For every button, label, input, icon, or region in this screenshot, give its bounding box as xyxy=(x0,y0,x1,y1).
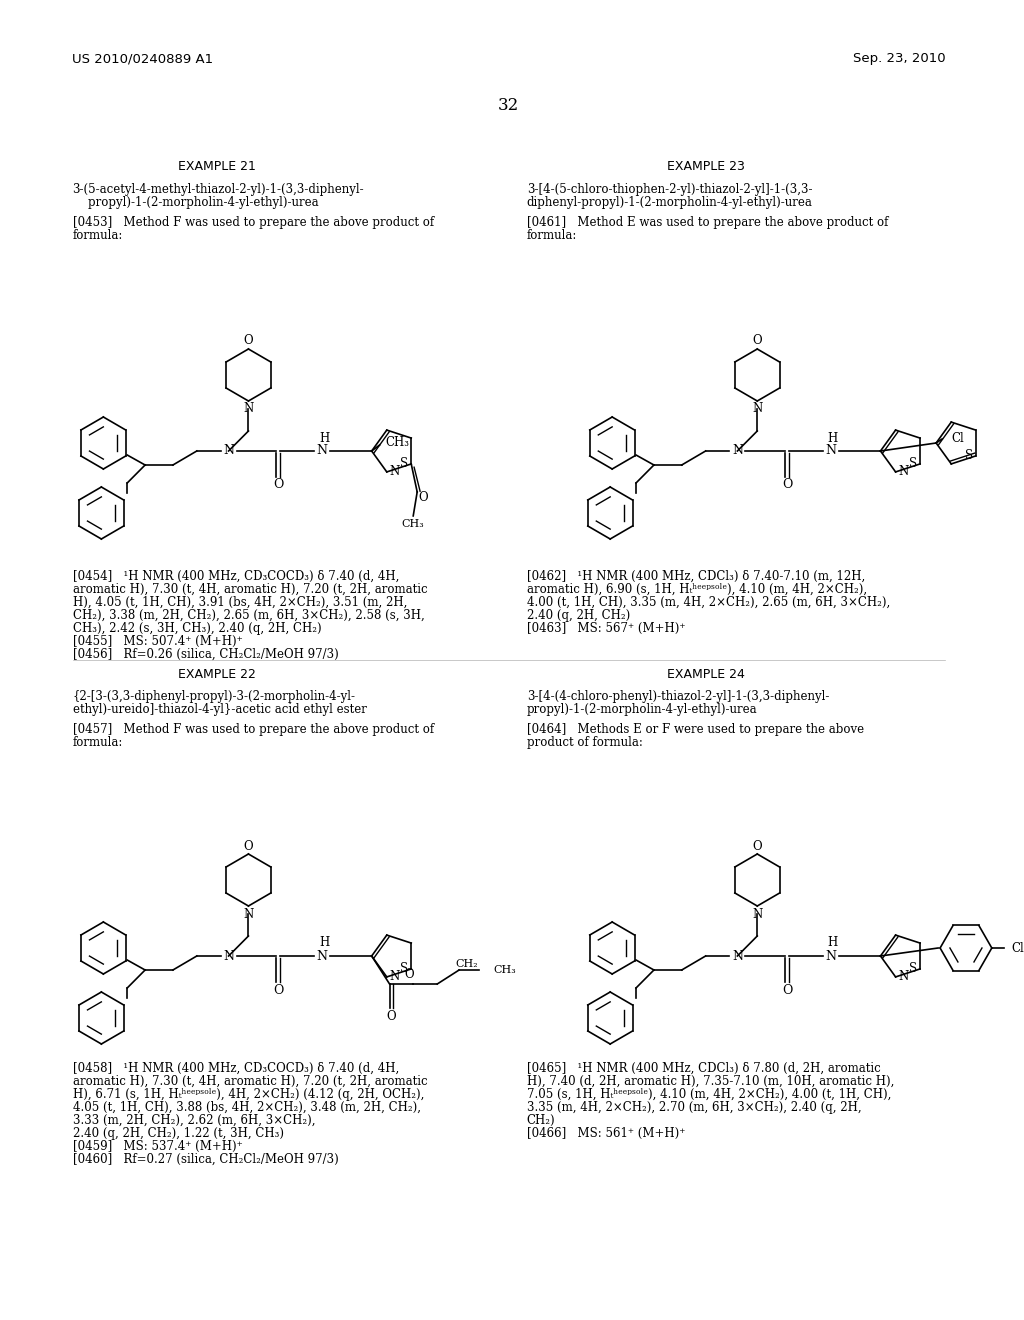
Text: formula:: formula: xyxy=(73,228,123,242)
Text: [0466]   MS: 561⁺ (M+H)⁺: [0466] MS: 561⁺ (M+H)⁺ xyxy=(526,1127,685,1140)
Text: propyl)-1-(2-morpholin-4-yl-ethyl)-urea: propyl)-1-(2-morpholin-4-yl-ethyl)-urea xyxy=(526,704,758,715)
Text: [0463]   MS: 567⁺ (M+H)⁺: [0463] MS: 567⁺ (M+H)⁺ xyxy=(526,622,685,635)
Text: CH₃: CH₃ xyxy=(385,437,410,450)
Text: O: O xyxy=(244,334,253,347)
Text: N: N xyxy=(898,970,908,983)
Text: aromatic H), 7.30 (t, 4H, aromatic H), 7.20 (t, 2H, aromatic: aromatic H), 7.30 (t, 4H, aromatic H), 7… xyxy=(73,1074,427,1088)
Text: 32: 32 xyxy=(499,96,519,114)
Text: [0465]   ¹H NMR (400 MHz, CDCl₃) δ 7.80 (d, 2H, aromatic: [0465] ¹H NMR (400 MHz, CDCl₃) δ 7.80 (d… xyxy=(526,1063,881,1074)
Text: S: S xyxy=(400,458,409,470)
Text: [0464]   Methods E or F were used to prepare the above: [0464] Methods E or F were used to prepa… xyxy=(526,723,864,737)
Text: 3-(5-acetyl-4-methyl-thiazol-2-yl)-1-(3,3-diphenyl-: 3-(5-acetyl-4-methyl-thiazol-2-yl)-1-(3,… xyxy=(73,183,365,195)
Text: S: S xyxy=(400,962,409,975)
Text: H), 6.71 (s, 1H, Hₜʰᵉᵉᵖˢᵒˡᵉ), 4H, 2×CH₂) (4.12 (q, 2H, OCH₂),: H), 6.71 (s, 1H, Hₜʰᵉᵉᵖˢᵒˡᵉ), 4H, 2×CH₂)… xyxy=(73,1088,424,1101)
Text: aromatic H), 6.90 (s, 1H, Hₜʰᵉᵉᵖˢᵒˡᵉ), 4.10 (m, 4H, 2×CH₂),: aromatic H), 6.90 (s, 1H, Hₜʰᵉᵉᵖˢᵒˡᵉ), 4… xyxy=(526,583,867,597)
Text: [0456]   Rf=0.26 (silica, CH₂Cl₂/MeOH 97/3): [0456] Rf=0.26 (silica, CH₂Cl₂/MeOH 97/3… xyxy=(73,648,338,661)
Text: EXAMPLE 22: EXAMPLE 22 xyxy=(178,668,256,681)
Text: CH₂: CH₂ xyxy=(456,960,478,969)
Text: CH₂), 3.38 (m, 2H, CH₂), 2.65 (m, 6H, 3×CH₂), 2.58 (s, 3H,: CH₂), 3.38 (m, 2H, CH₂), 2.65 (m, 6H, 3×… xyxy=(73,609,424,622)
Text: O: O xyxy=(782,983,793,997)
Text: N: N xyxy=(223,445,234,458)
Text: N: N xyxy=(244,403,254,416)
Text: O: O xyxy=(244,840,253,853)
Text: EXAMPLE 24: EXAMPLE 24 xyxy=(667,668,744,681)
Text: Sep. 23, 2010: Sep. 23, 2010 xyxy=(853,51,946,65)
Text: H: H xyxy=(827,936,838,949)
Text: 3-[4-(4-chloro-phenyl)-thiazol-2-yl]-1-(3,3-diphenyl-: 3-[4-(4-chloro-phenyl)-thiazol-2-yl]-1-(… xyxy=(526,690,829,704)
Text: N: N xyxy=(732,445,742,458)
Text: O: O xyxy=(273,983,284,997)
Text: [0458]   ¹H NMR (400 MHz, CD₃COCD₃) δ 7.40 (d, 4H,: [0458] ¹H NMR (400 MHz, CD₃COCD₃) δ 7.40… xyxy=(73,1063,398,1074)
Text: O: O xyxy=(753,840,762,853)
Text: [0453]   Method F was used to prepare the above product of: [0453] Method F was used to prepare the … xyxy=(73,216,434,228)
Text: N: N xyxy=(825,949,837,962)
Text: aromatic H), 7.30 (t, 4H, aromatic H), 7.20 (t, 2H, aromatic: aromatic H), 7.30 (t, 4H, aromatic H), 7… xyxy=(73,583,427,597)
Text: N: N xyxy=(316,949,328,962)
Text: H: H xyxy=(827,432,838,445)
Text: 2.40 (q, 2H, CH₂), 1.22 (t, 3H, CH₃): 2.40 (q, 2H, CH₂), 1.22 (t, 3H, CH₃) xyxy=(73,1127,284,1140)
Text: 3.33 (m, 2H, CH₂), 2.62 (m, 6H, 3×CH₂),: 3.33 (m, 2H, CH₂), 2.62 (m, 6H, 3×CH₂), xyxy=(73,1114,315,1127)
Text: 4.00 (t, 1H, CH), 3.35 (m, 4H, 2×CH₂), 2.65 (m, 6H, 3×CH₂),: 4.00 (t, 1H, CH), 3.35 (m, 4H, 2×CH₂), 2… xyxy=(526,597,890,609)
Text: N: N xyxy=(732,949,742,962)
Text: H: H xyxy=(318,432,329,445)
Text: N: N xyxy=(753,403,763,416)
Text: [0462]   ¹H NMR (400 MHz, CDCl₃) δ 7.40-7.10 (m, 12H,: [0462] ¹H NMR (400 MHz, CDCl₃) δ 7.40-7.… xyxy=(526,570,865,583)
Text: N: N xyxy=(244,908,254,920)
Text: US 2010/0240889 A1: US 2010/0240889 A1 xyxy=(72,51,213,65)
Text: N: N xyxy=(223,949,234,962)
Text: H), 7.40 (d, 2H, aromatic H), 7.35-7.10 (m, 10H, aromatic H),: H), 7.40 (d, 2H, aromatic H), 7.35-7.10 … xyxy=(526,1074,894,1088)
Text: CH₃: CH₃ xyxy=(493,965,516,975)
Text: Cl: Cl xyxy=(951,433,965,446)
Text: formula:: formula: xyxy=(526,228,578,242)
Text: 3.35 (m, 4H, 2×CH₂), 2.70 (m, 6H, 3×CH₂), 2.40 (q, 2H,: 3.35 (m, 4H, 2×CH₂), 2.70 (m, 6H, 3×CH₂)… xyxy=(526,1101,861,1114)
Text: ethyl)-ureido]-thiazol-4-yl}-acetic acid ethyl ester: ethyl)-ureido]-thiazol-4-yl}-acetic acid… xyxy=(73,704,367,715)
Text: O: O xyxy=(273,479,284,491)
Text: formula:: formula: xyxy=(73,737,123,748)
Text: O: O xyxy=(419,491,428,504)
Text: O: O xyxy=(782,479,793,491)
Text: N: N xyxy=(389,970,399,983)
Text: EXAMPLE 23: EXAMPLE 23 xyxy=(667,160,744,173)
Text: CH₃: CH₃ xyxy=(401,519,425,529)
Text: N: N xyxy=(898,466,908,478)
Text: S: S xyxy=(965,449,973,462)
Text: 4.05 (t, 1H, CH), 3.88 (bs, 4H, 2×CH₂), 3.48 (m, 2H, CH₂),: 4.05 (t, 1H, CH), 3.88 (bs, 4H, 2×CH₂), … xyxy=(73,1101,421,1114)
Text: H), 4.05 (t, 1H, CH), 3.91 (bs, 4H, 2×CH₂), 3.51 (m, 2H,: H), 4.05 (t, 1H, CH), 3.91 (bs, 4H, 2×CH… xyxy=(73,597,407,609)
Text: H: H xyxy=(318,936,329,949)
Text: N: N xyxy=(389,466,399,478)
Text: [0460]   Rf=0.27 (silica, CH₂Cl₂/MeOH 97/3): [0460] Rf=0.27 (silica, CH₂Cl₂/MeOH 97/3… xyxy=(73,1152,338,1166)
Text: [0454]   ¹H NMR (400 MHz, CD₃COCD₃) δ 7.40 (d, 4H,: [0454] ¹H NMR (400 MHz, CD₃COCD₃) δ 7.40… xyxy=(73,570,399,583)
Text: S: S xyxy=(909,458,918,470)
Text: O: O xyxy=(753,334,762,347)
Text: 3-[4-(5-chloro-thiophen-2-yl)-thiazol-2-yl]-1-(3,3-: 3-[4-(5-chloro-thiophen-2-yl)-thiazol-2-… xyxy=(526,183,812,195)
Text: N: N xyxy=(753,908,763,920)
Text: propyl)-1-(2-morpholin-4-yl-ethyl)-urea: propyl)-1-(2-morpholin-4-yl-ethyl)-urea xyxy=(73,195,318,209)
Text: Cl: Cl xyxy=(1012,941,1024,954)
Text: diphenyl-propyl)-1-(2-morpholin-4-yl-ethyl)-urea: diphenyl-propyl)-1-(2-morpholin-4-yl-eth… xyxy=(526,195,813,209)
Text: product of formula:: product of formula: xyxy=(526,737,643,748)
Text: 7.05 (s, 1H, Hₜʰᵉᵉᵖˢᵒˡᵉ), 4.10 (m, 4H, 2×CH₂), 4.00 (t, 1H, CH),: 7.05 (s, 1H, Hₜʰᵉᵉᵖˢᵒˡᵉ), 4.10 (m, 4H, 2… xyxy=(526,1088,891,1101)
Text: [0455]   MS: 507.4⁺ (M+H)⁺: [0455] MS: 507.4⁺ (M+H)⁺ xyxy=(73,635,243,648)
Text: O: O xyxy=(387,1010,396,1023)
Text: [0461]   Method E was used to prepare the above product of: [0461] Method E was used to prepare the … xyxy=(526,216,888,228)
Text: EXAMPLE 21: EXAMPLE 21 xyxy=(178,160,256,173)
Text: N: N xyxy=(825,445,837,458)
Text: [0459]   MS: 537.4⁺ (M+H)⁺: [0459] MS: 537.4⁺ (M+H)⁺ xyxy=(73,1140,243,1152)
Text: O: O xyxy=(404,968,415,981)
Text: CH₂): CH₂) xyxy=(526,1114,555,1127)
Text: CH₃), 2.42 (s, 3H, CH₃), 2.40 (q, 2H, CH₂): CH₃), 2.42 (s, 3H, CH₃), 2.40 (q, 2H, CH… xyxy=(73,622,322,635)
Text: {2-[3-(3,3-diphenyl-propyl)-3-(2-morpholin-4-yl-: {2-[3-(3,3-diphenyl-propyl)-3-(2-morphol… xyxy=(73,690,355,704)
Text: [0457]   Method F was used to prepare the above product of: [0457] Method F was used to prepare the … xyxy=(73,723,434,737)
Text: S: S xyxy=(909,962,918,975)
Text: N: N xyxy=(316,445,328,458)
Text: 2.40 (q, 2H, CH₂): 2.40 (q, 2H, CH₂) xyxy=(526,609,630,622)
